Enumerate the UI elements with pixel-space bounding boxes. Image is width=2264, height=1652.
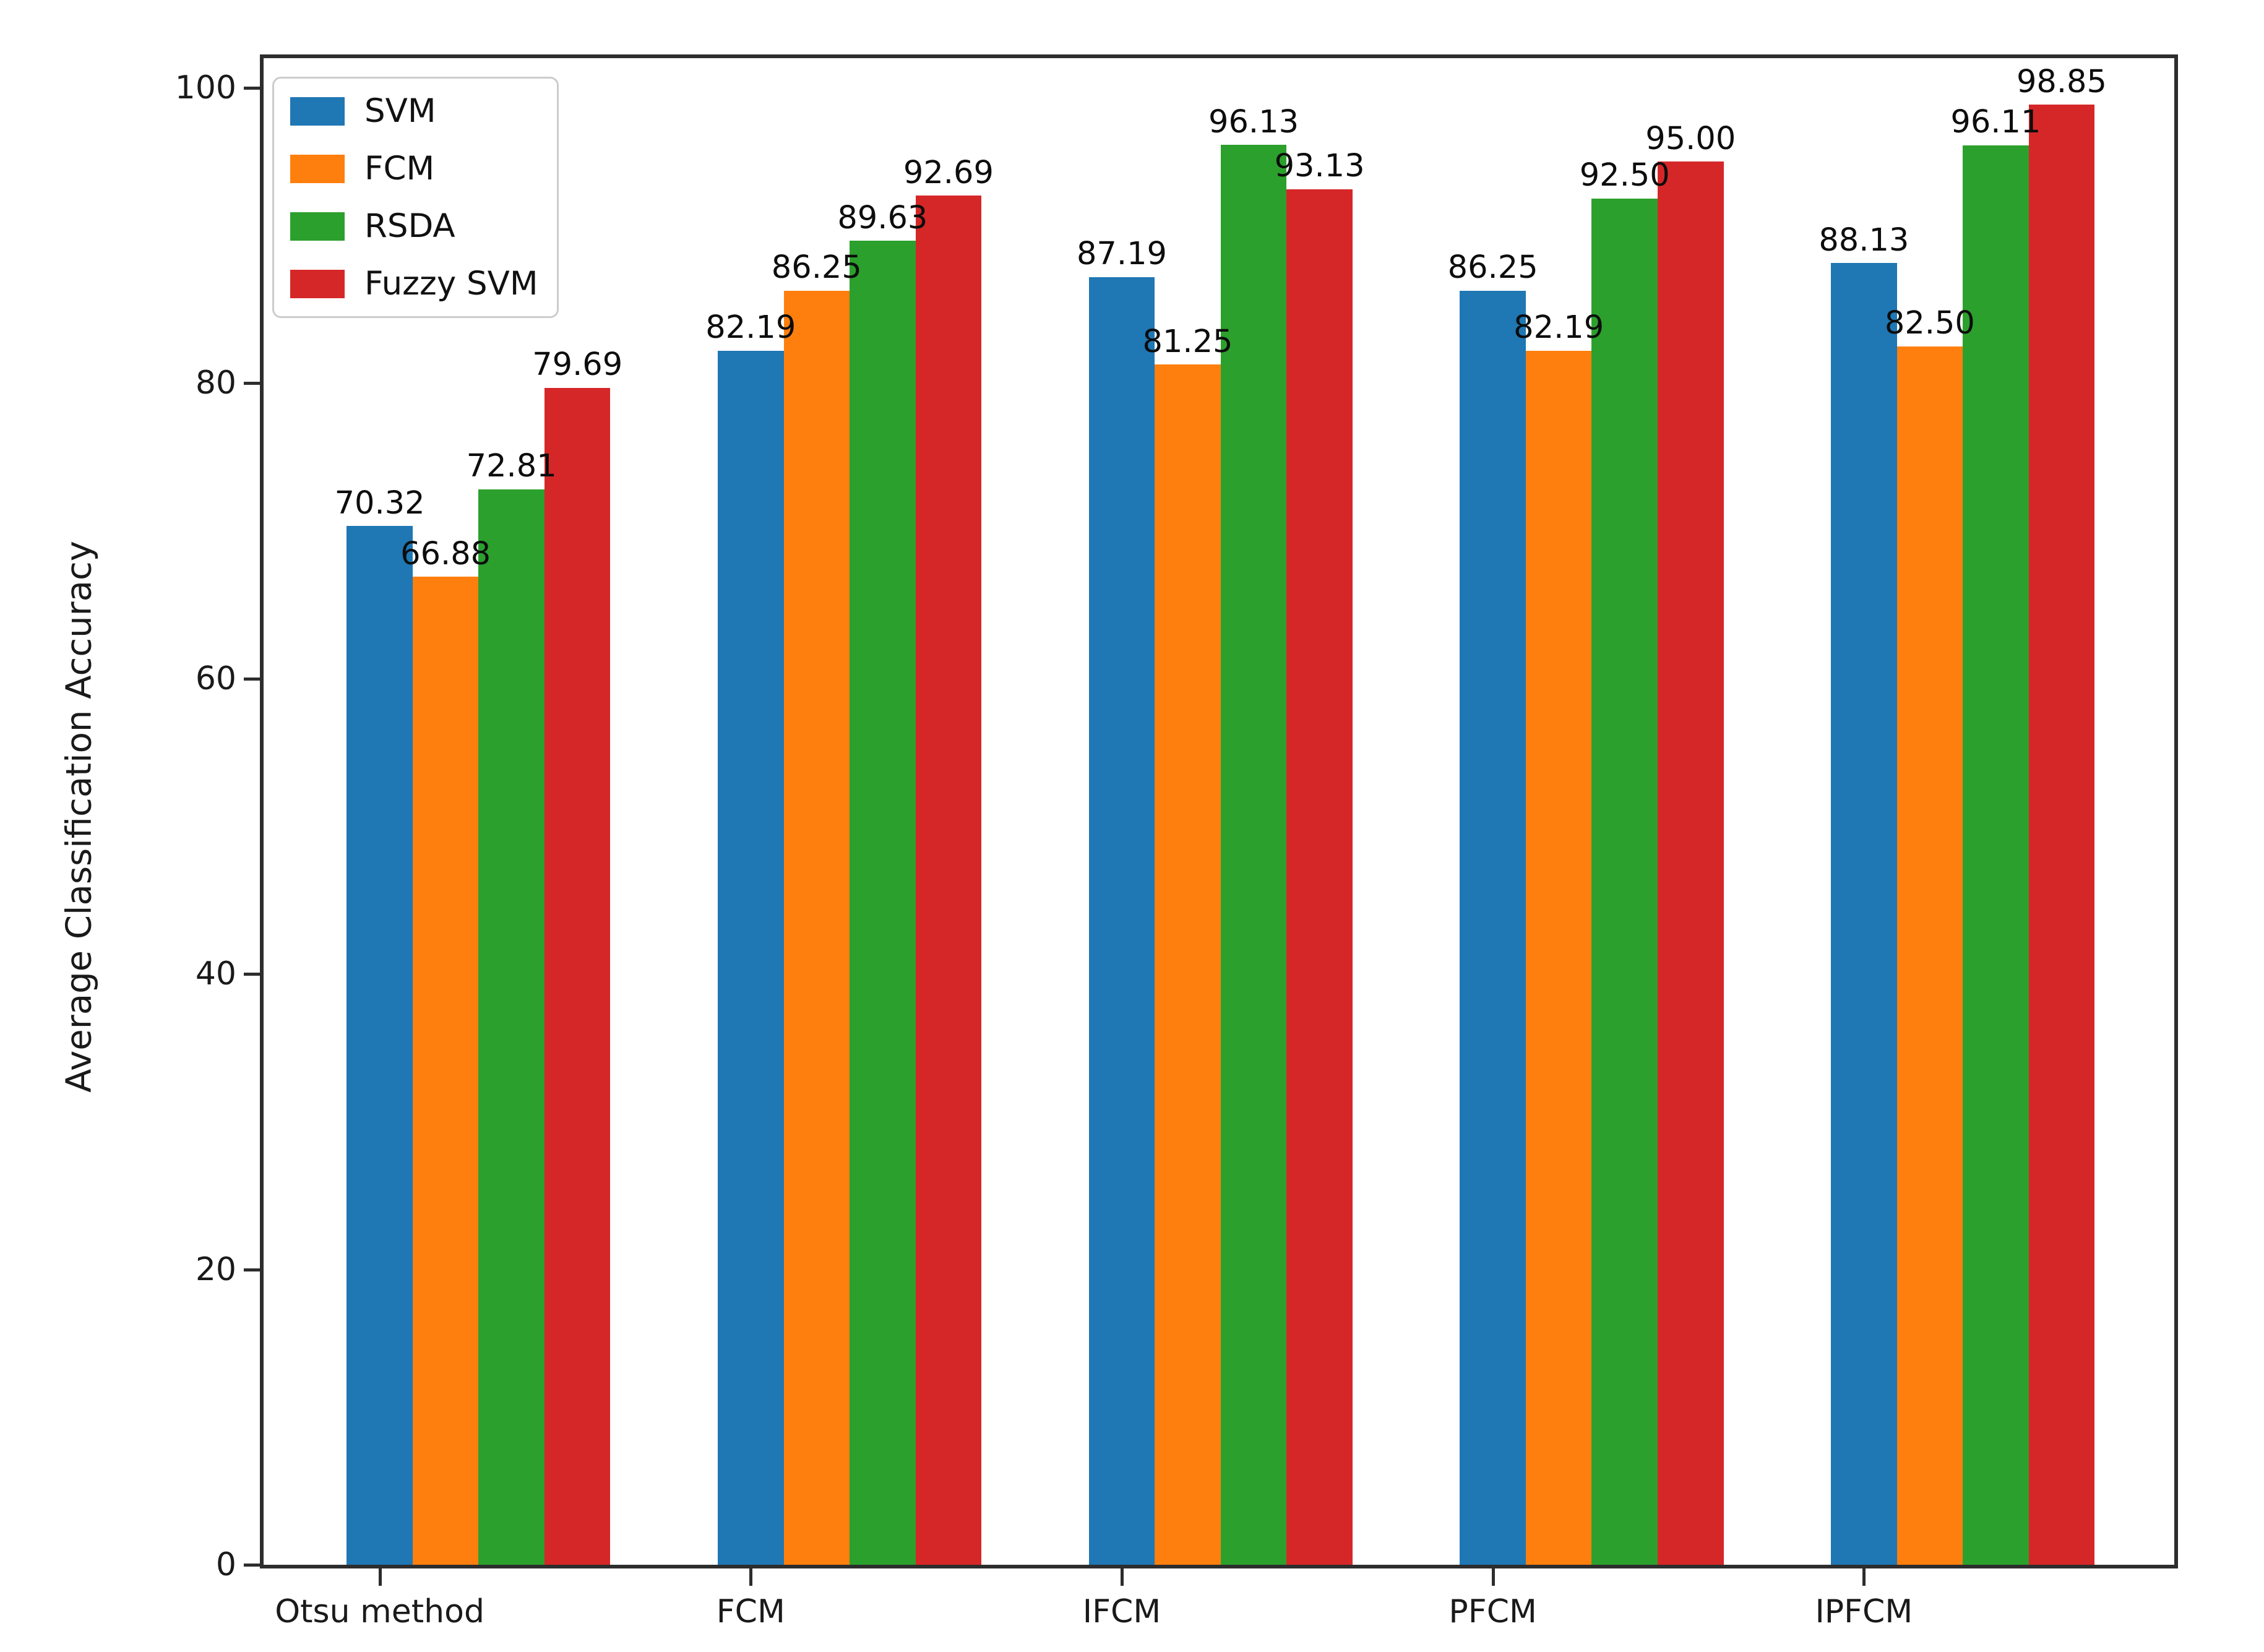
bar-value-label: 82.19: [1513, 309, 1604, 346]
bar-rsda-otsu-method: [478, 489, 544, 1565]
x-tick-label-ifcm: IFCM: [1082, 1593, 1161, 1630]
bar-svm-otsu-method: [346, 526, 413, 1565]
legend-item-fuzzy-svm: Fuzzy SVM: [290, 267, 538, 300]
y-tick-label: 0: [215, 1546, 236, 1583]
bar-value-label: 86.25: [771, 249, 862, 286]
bar-fcm-pfcm: [1525, 350, 1592, 1565]
x-tick-mark: [1120, 1568, 1124, 1586]
legend: SVM FCM RSDA Fuzzy SVM: [272, 77, 559, 318]
y-tick-mark: [244, 1268, 260, 1271]
bar-value-label: 92.69: [903, 154, 994, 191]
bar-fcm-ifcm: [1155, 364, 1221, 1565]
plot-area: SVM FCM RSDA Fuzzy SVM 70.32 66.88 72.81 79.69…: [260, 54, 2178, 1568]
bar-value-label: 96.13: [1208, 103, 1299, 140]
bar-svm-ifcm: [1088, 277, 1155, 1565]
bar-rsda-pfcm: [1591, 198, 1658, 1565]
bar-value-label: 92.50: [1579, 157, 1670, 194]
legend-swatch-icon: [290, 212, 345, 241]
bar-value-label: 72.81: [466, 448, 557, 485]
bar-value-label: 79.69: [532, 346, 623, 384]
bar-value-label: 66.88: [400, 535, 491, 572]
bar-value-label: 98.85: [2016, 63, 2107, 100]
legend-label: RSDA: [364, 207, 455, 245]
x-tick-mark: [1862, 1568, 1866, 1586]
x-tick-mark: [749, 1568, 753, 1586]
legend-swatch-icon: [290, 269, 345, 298]
x-tick-mark: [1491, 1568, 1495, 1586]
bar-fcm-otsu-method: [412, 577, 479, 1565]
bar-rsda-ipfcm: [1963, 145, 2029, 1565]
bar-value-label: 70.32: [334, 484, 425, 522]
x-tick-label-fcm: FCM: [716, 1593, 785, 1630]
y-tick-label: 80: [195, 364, 236, 402]
bar-value-label: 87.19: [1076, 236, 1167, 273]
y-tick-mark: [244, 86, 260, 90]
legend-item-rsda: RSDA: [290, 210, 538, 243]
bar-value-label: 96.11: [1950, 104, 2041, 141]
y-tick-mark: [244, 382, 260, 385]
legend-label: FCM: [364, 150, 435, 187]
y-tick-label: 60: [195, 660, 236, 697]
bar-value-label: 89.63: [837, 199, 928, 236]
y-tick-label: 100: [174, 69, 236, 106]
bar-value-label: 88.13: [1819, 222, 1909, 259]
bar-value-label: 81.25: [1142, 323, 1233, 360]
bar-svm-fcm: [718, 350, 784, 1565]
legend-item-fcm: FCM: [290, 152, 538, 185]
y-tick-mark: [244, 1564, 260, 1567]
legend-label: Fuzzy SVM: [364, 265, 538, 303]
bar-fuzzy-svm-ifcm: [1286, 189, 1353, 1565]
x-tick-label-pfcm: PFCM: [1448, 1593, 1537, 1630]
bar-rsda-ifcm: [1220, 145, 1287, 1565]
bar-value-label: 93.13: [1274, 148, 1365, 185]
bar-value-label: 86.25: [1447, 249, 1538, 286]
bar-rsda-fcm: [850, 241, 916, 1565]
bar-fuzzy-svm-pfcm: [1658, 161, 1724, 1565]
bar-svm-pfcm: [1460, 291, 1526, 1565]
bar-value-label: 82.19: [705, 309, 796, 346]
bar-fuzzy-svm-otsu-method: [544, 387, 611, 1565]
bar-value-label: 82.50: [1884, 304, 1975, 342]
bar-fuzzy-svm-ipfcm: [2028, 105, 2095, 1565]
bar-value-label: 95.00: [1645, 120, 1736, 157]
legend-item-svm: SVM: [290, 95, 538, 127]
legend-swatch-icon: [290, 154, 345, 183]
x-tick-label-otsu-method: Otsu method: [275, 1593, 484, 1630]
y-tick-label: 20: [195, 1250, 236, 1288]
x-tick-label-ipfcm: IPFCM: [1815, 1593, 1913, 1630]
y-axis-title: Average Classification Accuracy: [59, 541, 100, 1093]
bar-fcm-fcm: [783, 291, 850, 1565]
bar-fcm-ipfcm: [1896, 346, 1963, 1565]
bar-svm-ipfcm: [1831, 263, 1897, 1565]
legend-label: SVM: [364, 92, 436, 130]
x-tick-mark: [378, 1568, 382, 1586]
legend-swatch-icon: [290, 97, 345, 126]
y-tick-mark: [244, 677, 260, 681]
y-tick-mark: [244, 973, 260, 976]
y-tick-label: 40: [195, 955, 236, 993]
bar-fuzzy-svm-fcm: [915, 196, 982, 1565]
